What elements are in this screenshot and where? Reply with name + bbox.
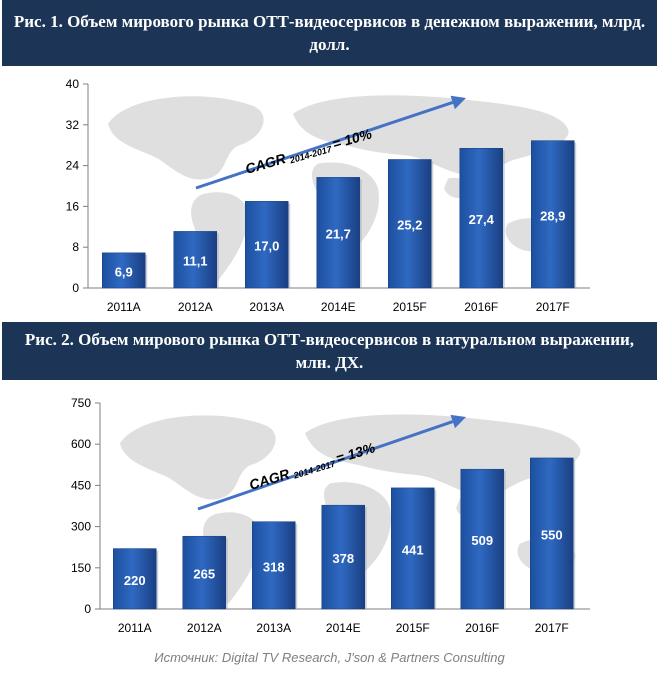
bar-value-label: 27,4 (469, 212, 495, 227)
cagr-arrow (195, 101, 454, 190)
x-tick-label: 2016F (464, 300, 498, 314)
bar-value-label: 220 (124, 573, 146, 588)
x-tick-label: 2016F (465, 621, 499, 635)
bar (252, 521, 296, 610)
chart1: 0 8 16 24 32 40 6,9 2011A 11,1 2012A 17,0 2013A 21,7… (66, 77, 590, 314)
bar-value-label: 17,0 (254, 239, 279, 254)
bar (391, 487, 435, 610)
bar (531, 140, 575, 289)
x-tick-label: 2017F (536, 300, 570, 314)
x-tick-label: 2014E (326, 621, 361, 635)
bar (113, 548, 157, 610)
y-tick-label: 750 (71, 396, 91, 410)
x-tick-label: 2017F (535, 621, 569, 635)
y-tick-label: 0 (72, 281, 79, 295)
bar (459, 148, 503, 289)
y-tick-label: 450 (71, 478, 91, 492)
chart1-title: Рис. 1. Объем мирового рынка ОТТ-видеосе… (2, 0, 657, 66)
cagr-arrow (197, 420, 454, 511)
bar (530, 457, 574, 610)
bar (182, 535, 226, 610)
bar (316, 177, 360, 289)
x-tick-label: 2013A (249, 300, 284, 314)
cagr-arrow-head (450, 414, 466, 429)
bar-value-label: 550 (541, 527, 563, 542)
bar (321, 504, 365, 610)
bar-value-label: 265 (193, 567, 215, 582)
y-tick-label: 150 (71, 561, 91, 575)
bar-value-label: 11,1 (183, 254, 208, 269)
bar (102, 252, 146, 289)
y-tick-label: 40 (66, 77, 80, 91)
y-tick-label: 24 (66, 159, 80, 173)
cagr-arrow-head (450, 95, 466, 110)
bar-value-label: 6,9 (115, 264, 133, 279)
bar-value-label: 378 (332, 551, 354, 566)
x-tick-label: 2012A (187, 621, 222, 635)
x-tick-label: 2013A (256, 621, 291, 635)
bar (388, 159, 432, 289)
y-tick-label: 16 (66, 199, 80, 213)
chart2-title: Рис. 2. Объем мирового рынка ОТТ-видеосе… (2, 322, 657, 380)
bar-value-label: 441 (402, 542, 424, 557)
y-tick-label: 600 (71, 437, 91, 451)
chart2: 0 150 300 450 600 750 220 2011A 265 2012A 318 2013A… (71, 396, 590, 635)
y-tick-label: 8 (72, 240, 79, 254)
bar-value-label: 318 (263, 559, 285, 574)
source-note: Источник: Digital TV Research, J'son & P… (154, 650, 505, 665)
x-tick-label: 2012A (178, 300, 213, 314)
bar (173, 231, 217, 289)
x-tick-label: 2015F (393, 300, 427, 314)
bar (245, 201, 289, 289)
bar-value-label: 25,2 (397, 218, 422, 233)
bar-value-label: 28,9 (540, 208, 565, 223)
y-tick-label: 0 (84, 602, 91, 616)
x-tick-label: 2011A (107, 300, 141, 314)
x-tick-label: 2014E (321, 300, 356, 314)
y-tick-label: 300 (71, 520, 91, 534)
bar (460, 468, 504, 610)
x-tick-label: 2011A (118, 621, 152, 635)
x-tick-label: 2015F (396, 621, 430, 635)
bar-value-label: 509 (471, 533, 493, 548)
bar-value-label: 21,7 (326, 227, 351, 242)
y-tick-label: 32 (66, 118, 80, 132)
